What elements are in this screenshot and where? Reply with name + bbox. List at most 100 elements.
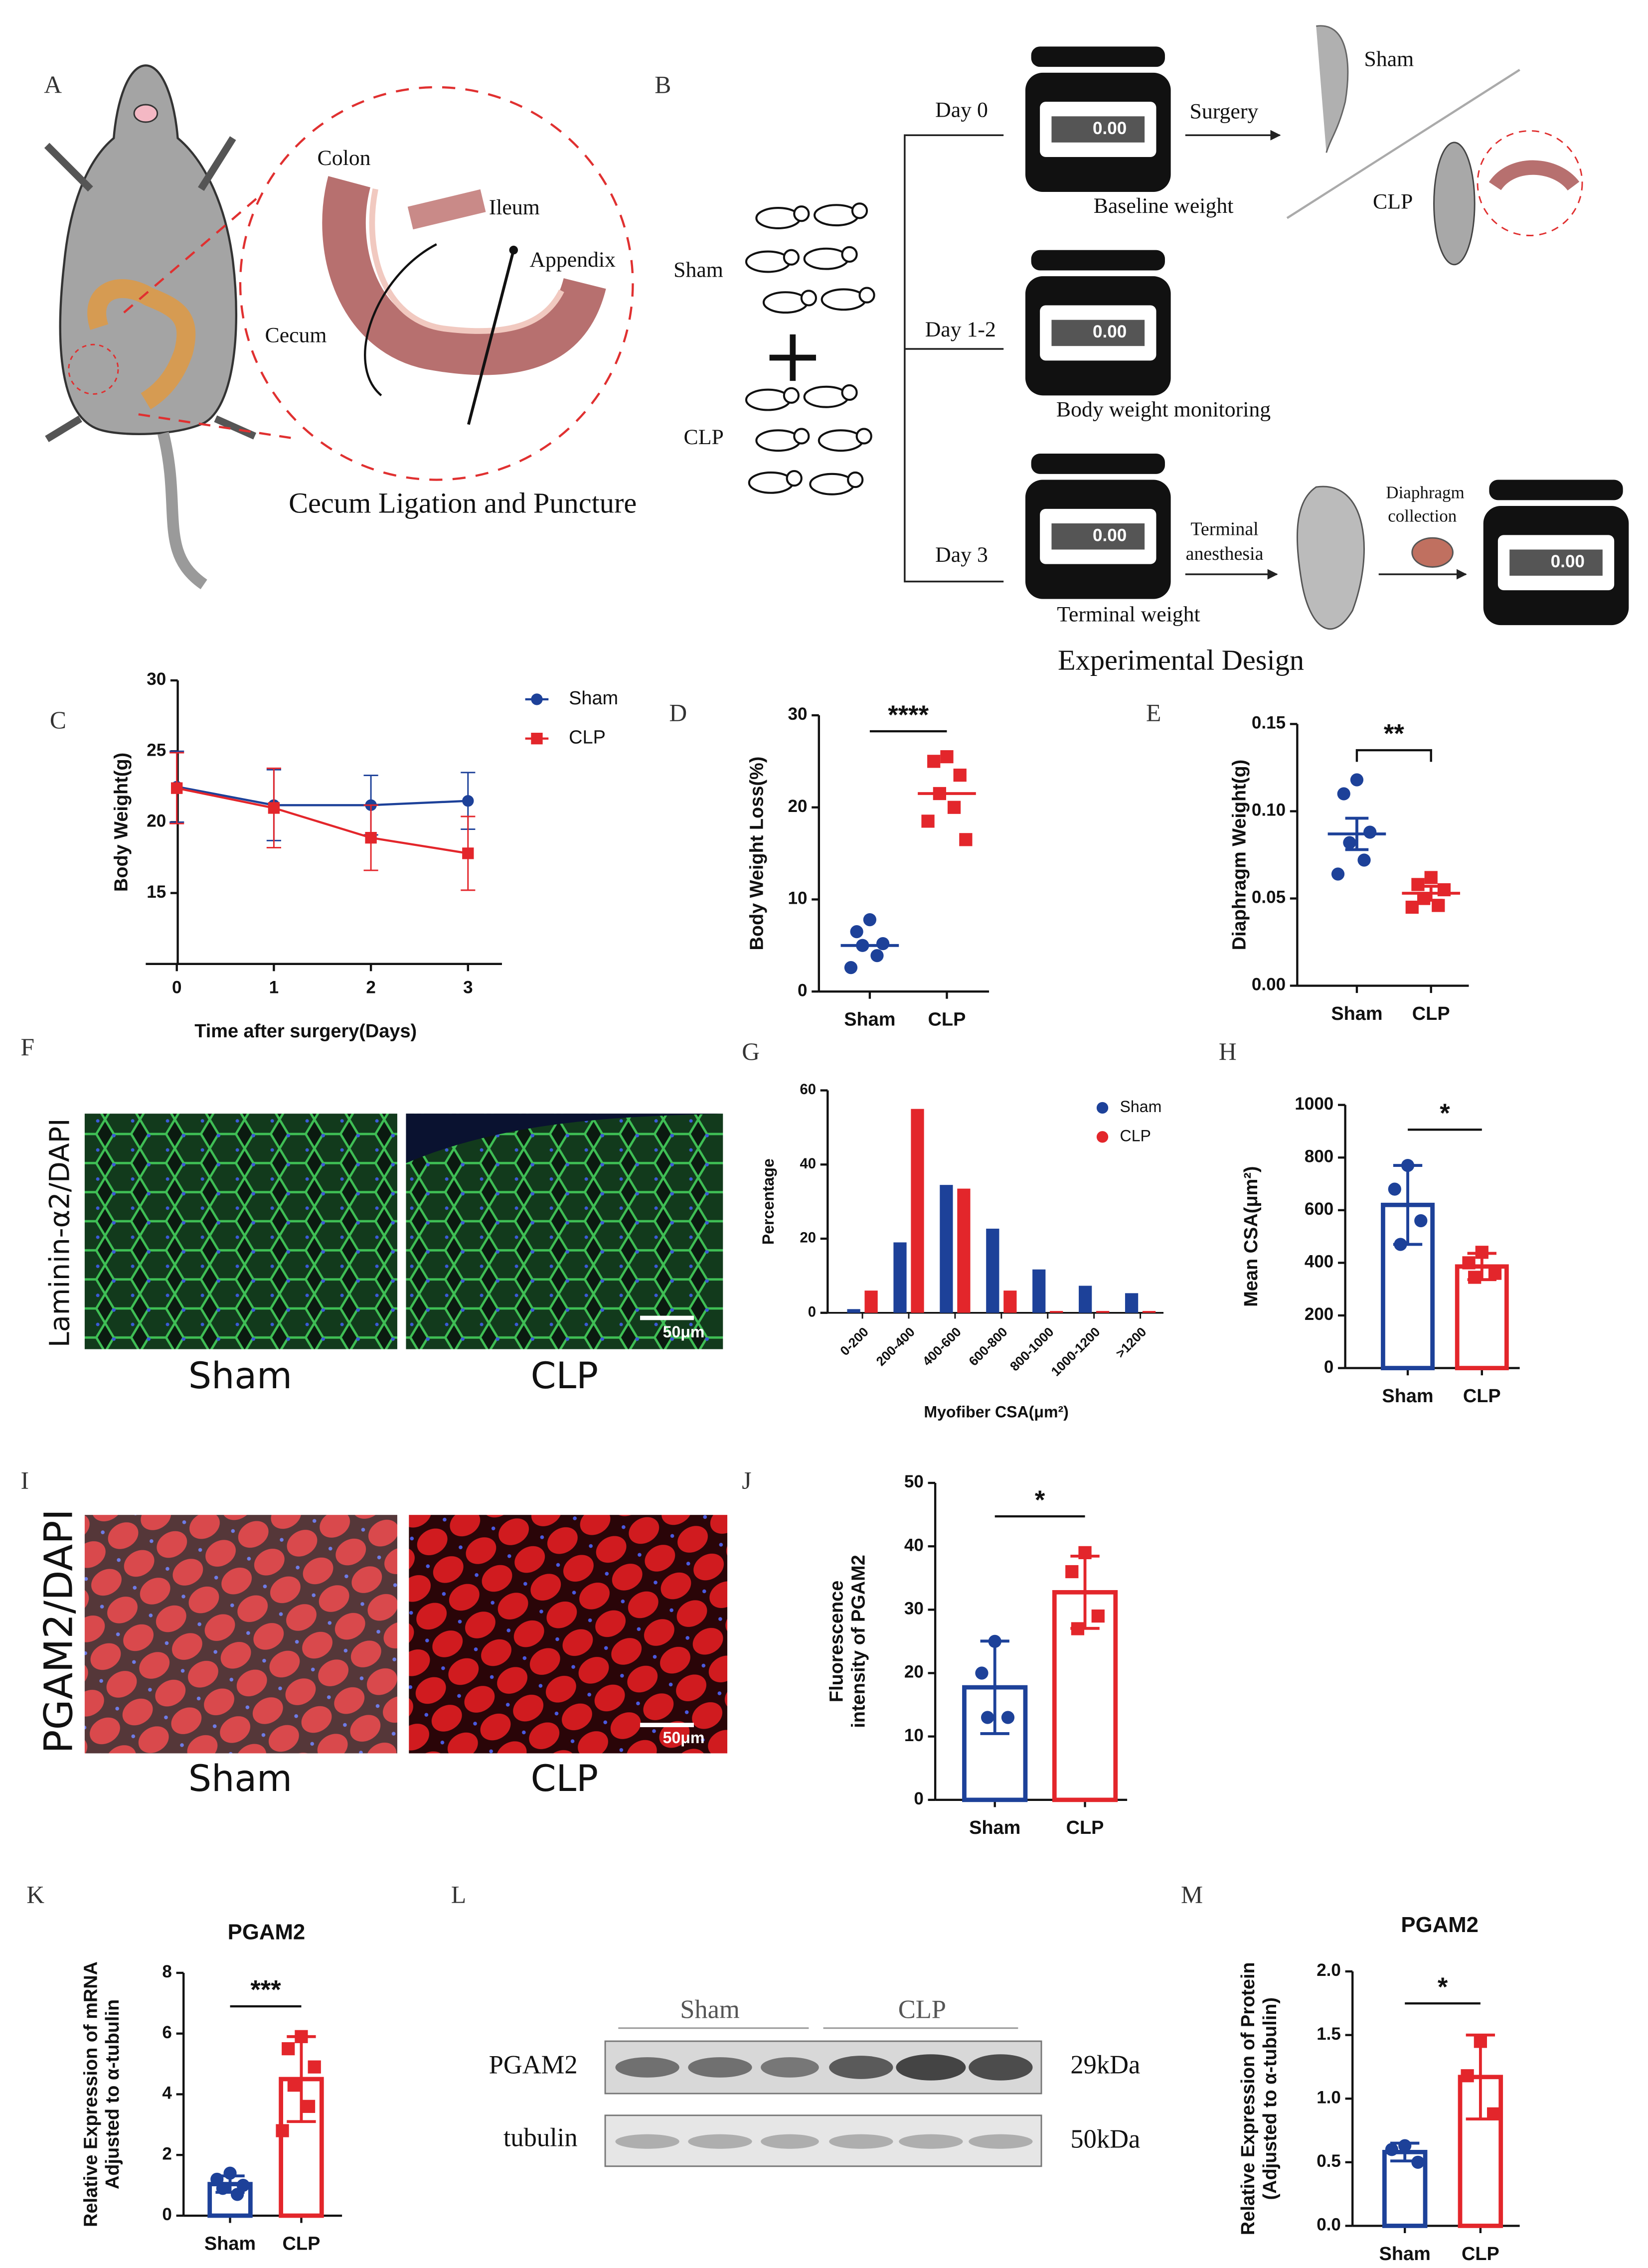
scale-readout: 0.00 (1093, 119, 1127, 138)
mouse-icon (809, 473, 855, 495)
point (1474, 2035, 1487, 2048)
images-i: 50μm PGAM2/DAPI Sham CLP (36, 1509, 728, 1800)
y-tick-label: 1000 (1295, 1094, 1333, 1114)
point (856, 939, 869, 952)
y-tick-label: 0 (162, 2205, 171, 2224)
y-tick-label: 0.10 (1252, 801, 1286, 820)
label-collection: Diaphragm (1386, 483, 1464, 502)
label-day0: Day 0 (935, 98, 988, 122)
significance: * (1035, 1485, 1045, 1515)
point (268, 802, 280, 814)
series-line (176, 786, 468, 807)
y-axis-label: Relative Expression of Protein (1238, 1962, 1259, 2235)
y-axis-label: Relative Expression of mRNA (80, 1961, 101, 2227)
point (953, 768, 967, 782)
y-tick-label: 8 (162, 1962, 171, 1981)
x-tick-label: CLP (1462, 2244, 1499, 2265)
colon-inner (369, 188, 564, 334)
y-tick-label: 0.00 (1252, 975, 1286, 994)
point (1363, 825, 1377, 839)
point (1461, 2069, 1474, 2083)
mouse-limbs (44, 136, 257, 443)
label-anesthesia: Terminal (1190, 518, 1258, 539)
x-tick-label: >1200 (1113, 1324, 1149, 1361)
zoom-lines (123, 195, 299, 440)
point (988, 1634, 1001, 1648)
point (1398, 2139, 1412, 2152)
y-axis-label: Percentage (759, 1158, 777, 1245)
label-group-sham: Sham (673, 258, 723, 282)
mouse-head (847, 471, 864, 488)
scale-readout: 0.00 (1093, 322, 1127, 341)
error-bar (1345, 816, 1369, 851)
x-tick-label: 0 (172, 978, 181, 997)
mouse-head (783, 249, 800, 266)
micrograph (84, 1515, 397, 1754)
y-tick-label: 800 (1305, 1146, 1333, 1166)
sham-mouse (1316, 25, 1349, 153)
chart-title: PGAM2 (1401, 1913, 1479, 1937)
bar (957, 1188, 971, 1313)
y-tick-label: 0 (808, 1304, 816, 1320)
point (975, 1666, 989, 1680)
x-tick-label: 1000-1200 (1048, 1324, 1103, 1379)
micrograph (406, 1114, 723, 1349)
point (531, 733, 543, 745)
point (933, 787, 946, 801)
bar (1142, 1311, 1156, 1313)
point (1401, 1158, 1415, 1172)
bar (940, 1185, 953, 1313)
x-tick-label: CLP (1463, 1386, 1501, 1407)
point (1462, 1256, 1476, 1270)
needle-head (509, 245, 518, 255)
y-tick-label: 30 (147, 669, 166, 689)
caption-a: Cecum Ligation and Puncture (289, 486, 637, 519)
plus-sign (769, 334, 816, 381)
mouse-head (800, 290, 817, 307)
panel-letter: G (742, 1038, 760, 1065)
point (1424, 871, 1438, 884)
point (1411, 2155, 1425, 2169)
label-colon: Colon (318, 146, 371, 170)
group-label: CLP (531, 1758, 599, 1800)
micrograph (409, 1515, 728, 1754)
point (231, 2188, 244, 2201)
x-tick-label: 600-800 (966, 1324, 1010, 1369)
mouse-icon (803, 247, 849, 270)
point (276, 2124, 289, 2137)
x-axis-label: Myofiber CSA(μm²) (924, 1403, 1069, 1421)
panel-letter: E (1146, 699, 1161, 726)
mouse-head (855, 428, 872, 445)
panel-letter: L (451, 1881, 466, 1909)
bar (864, 1291, 878, 1313)
point (1468, 1271, 1482, 1284)
blot-l: Sham CLP PGAM2 tubulin 29kDa 50kDa (489, 1995, 1140, 2167)
bar (911, 1109, 924, 1313)
point (223, 2166, 237, 2180)
point (1388, 1182, 1401, 1196)
point (1394, 1238, 1407, 1251)
y-tick-label: 2.0 (1317, 1960, 1341, 1980)
legend-label: CLP (1120, 1127, 1151, 1144)
point (531, 693, 543, 705)
blot-strip (604, 2114, 1042, 2167)
chart-title: PGAM2 (228, 1920, 306, 1944)
images-f: 50μm Laminin-α2/DAPI Sham CLP (44, 1114, 723, 1397)
label-result-sham: Sham (1364, 47, 1414, 71)
mouse-icon (762, 291, 809, 314)
mouse-icon (818, 429, 864, 452)
y-tick-label: 6 (162, 2023, 171, 2042)
panel-letter: A (44, 71, 62, 98)
point (947, 801, 961, 814)
label-monitoring: Body weight monitoring (1056, 397, 1271, 421)
y-axis-label: Fluorescence (826, 1581, 847, 1702)
panel-letter: K (26, 1881, 44, 1909)
mouse-head (783, 387, 800, 404)
y-tick-label: 30 (788, 704, 808, 724)
point (870, 949, 884, 963)
x-tick-label: Sham (844, 1009, 895, 1030)
label-surgery: Surgery (1190, 100, 1259, 124)
point (1417, 892, 1431, 905)
mouse-head (851, 202, 868, 219)
